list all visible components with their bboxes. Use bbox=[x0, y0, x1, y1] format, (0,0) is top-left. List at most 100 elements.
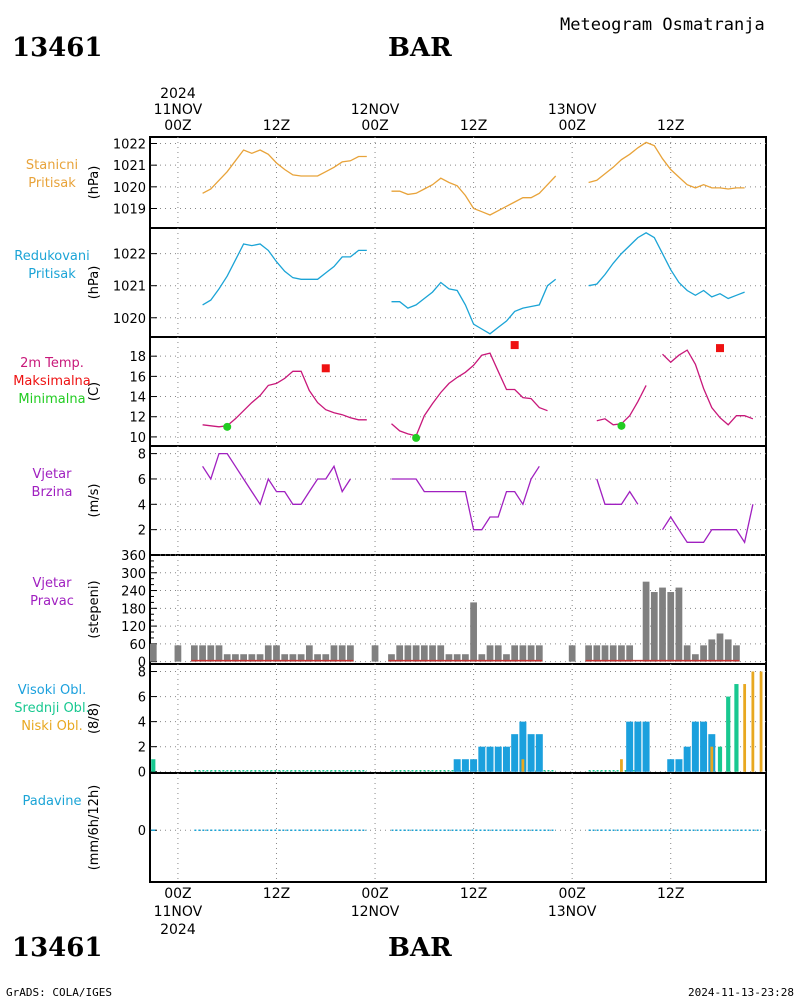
max-temp-marker bbox=[321, 364, 330, 373]
direction-bar bbox=[462, 654, 469, 662]
top-time-label: 12Z bbox=[657, 118, 684, 134]
direction-bar bbox=[437, 645, 445, 662]
panel-label: Srednji Obl. bbox=[14, 701, 89, 716]
y-tick-label: 6 bbox=[138, 473, 146, 488]
chart-title: Meteogram Osmatranja bbox=[560, 15, 765, 35]
y-tick-label: 12 bbox=[129, 411, 146, 426]
high-cloud-bar bbox=[470, 759, 478, 772]
panel-clouds: 0 2 4 6 8 (8/8)Visoki Obl. Srednji Obl. Niski O… bbox=[14, 663, 767, 781]
series-line bbox=[391, 352, 548, 437]
max-temp-marker bbox=[510, 341, 519, 350]
direction-bar bbox=[527, 645, 535, 662]
panel-frame bbox=[149, 663, 767, 774]
direction-bar bbox=[281, 654, 289, 662]
low-cloud-bar bbox=[759, 671, 763, 772]
low-cloud-bar bbox=[521, 759, 525, 772]
unit-label: (8/8) bbox=[87, 703, 102, 734]
low-cloud-bar bbox=[743, 684, 747, 772]
top-time-label: 00Z bbox=[164, 118, 191, 134]
y-tick-label: 1022 bbox=[113, 248, 146, 263]
y-tick-label: 0 bbox=[138, 766, 146, 781]
high-cloud-bar bbox=[527, 734, 535, 772]
panel-label: Stanicni bbox=[26, 158, 78, 173]
direction-bar bbox=[314, 654, 321, 662]
series-line bbox=[202, 452, 351, 506]
direction-bar bbox=[716, 633, 724, 662]
bottom-time-label: 12Z bbox=[460, 886, 487, 902]
min-temp-marker bbox=[412, 433, 421, 442]
series-line bbox=[202, 370, 367, 428]
panel-label: Padavine bbox=[23, 794, 82, 809]
direction-bar bbox=[305, 645, 313, 662]
y-tick-label: 6 bbox=[138, 691, 146, 706]
low-cloud-bar bbox=[751, 671, 755, 772]
top-time-label: 00Z bbox=[361, 118, 388, 134]
direction-bar bbox=[388, 654, 395, 662]
direction-bar bbox=[585, 645, 592, 662]
direction-bar bbox=[675, 587, 683, 662]
top-time-label: 11NOV bbox=[154, 102, 203, 118]
high-cloud-bar bbox=[700, 721, 708, 772]
direction-bar bbox=[297, 654, 305, 662]
direction-bar bbox=[445, 654, 453, 662]
panel-label: 2m Temp. bbox=[20, 356, 84, 371]
direction-bar bbox=[199, 645, 206, 662]
mid-cloud-bar bbox=[717, 746, 723, 772]
max-temp-marker bbox=[716, 344, 725, 353]
direction-bar bbox=[371, 645, 379, 662]
series-line bbox=[202, 149, 367, 194]
panel-frame bbox=[149, 445, 767, 556]
panel-station_pressure: 1019 1020 1021 1022 (hPa) Stanicni Pritisak bbox=[26, 136, 767, 229]
y-tick-label: 0 bbox=[138, 656, 146, 671]
direction-bar bbox=[470, 602, 477, 662]
unit-label: (m/s) bbox=[87, 484, 102, 518]
bottom-time-label: 00Z bbox=[558, 886, 585, 902]
station-id-top: 13461 bbox=[12, 33, 102, 63]
y-tick-label: 4 bbox=[138, 498, 146, 513]
direction-bar bbox=[347, 645, 354, 662]
direction-bar bbox=[215, 645, 223, 662]
direction-bar bbox=[519, 645, 527, 662]
y-tick-label: 1020 bbox=[113, 312, 146, 327]
panel-frame bbox=[149, 772, 767, 883]
top-time-label: 13NOV bbox=[548, 102, 597, 118]
direction-bar bbox=[478, 654, 486, 662]
y-tick-label: 1019 bbox=[113, 203, 146, 218]
timestamp-text: 2024-11-13-23:28 bbox=[688, 986, 794, 999]
bottom-time-axis: 00Z 11NOV 2024 12Z 00Z 12NOV 12Z 00Z 13NOV 12Z bbox=[154, 886, 685, 938]
panel-precipitation: 0 (mm/6h/12h) Padavine bbox=[23, 772, 767, 883]
y-tick-label: 4 bbox=[138, 716, 146, 731]
direction-bar bbox=[429, 645, 436, 662]
direction-bar bbox=[601, 645, 609, 662]
direction-bar bbox=[535, 645, 543, 662]
series-line bbox=[596, 385, 647, 426]
direction-bar bbox=[264, 645, 272, 662]
top-time-label: 12Z bbox=[460, 118, 487, 134]
panel-temperature: 10 12 14 16 18 (C)2m Temp. Maksimalna Minimalna bbox=[13, 336, 767, 447]
panel-label: Pritisak bbox=[28, 176, 76, 191]
high-cloud-bar bbox=[634, 721, 642, 772]
y-tick-label: 16 bbox=[129, 370, 146, 385]
panel-label: Pritisak bbox=[28, 267, 76, 282]
series-line bbox=[391, 175, 557, 216]
high-cloud-bar bbox=[626, 721, 634, 772]
high-cloud-bar bbox=[486, 746, 494, 772]
bottom-time-label: 11NOV bbox=[154, 904, 203, 920]
panel-wind_speed: 2 4 6 8 (m/s) Vjetar Brzina bbox=[32, 445, 767, 556]
direction-bar bbox=[642, 581, 650, 662]
direction-bar bbox=[420, 645, 428, 662]
panels: 1019102010211022(hPa)StanicniPritisak102… bbox=[13, 136, 767, 883]
direction-bar bbox=[486, 645, 494, 662]
series-line bbox=[662, 349, 754, 426]
direction-bar bbox=[708, 639, 716, 662]
panel-wind_direction: 0 60 120 180 240 300 360 (stepeni) Vjetar Pravac bbox=[30, 549, 767, 671]
direction-bar bbox=[190, 645, 198, 662]
high-cloud-bar bbox=[511, 734, 519, 772]
direction-bar bbox=[683, 645, 691, 662]
mid-cloud-bar bbox=[726, 696, 731, 772]
direction-bar bbox=[593, 645, 601, 662]
high-cloud-bar bbox=[675, 759, 683, 772]
series-line bbox=[391, 278, 557, 335]
station-id-bottom: 13461 bbox=[12, 933, 102, 963]
